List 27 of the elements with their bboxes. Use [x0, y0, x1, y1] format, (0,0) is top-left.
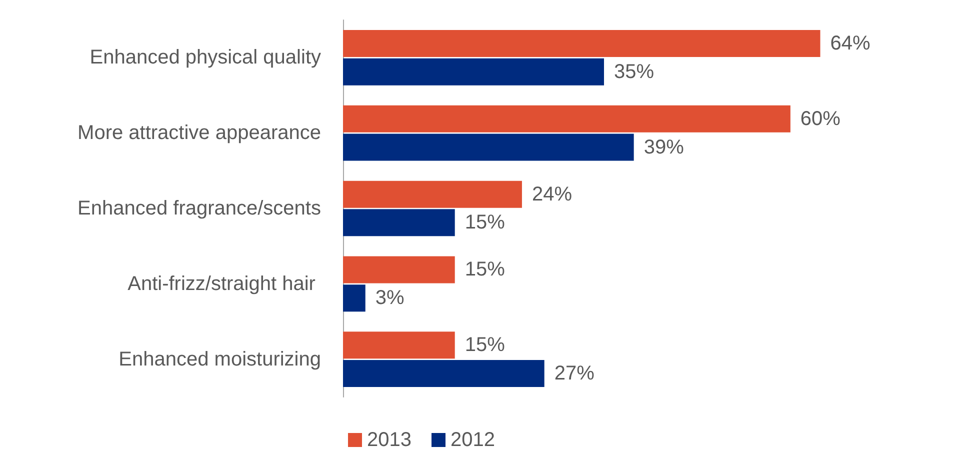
y-tick-label: Enhanced fragrance/scents [78, 198, 321, 220]
data-label: 15% [464, 334, 506, 356]
bar [343, 284, 366, 312]
bar [343, 332, 455, 359]
data-label: 60% [800, 108, 841, 130]
y-tick-label: Enhanced physical quality [90, 46, 321, 69]
data-label: 39% [644, 136, 684, 158]
bar [343, 180, 522, 208]
bar [343, 134, 634, 161]
bar [343, 58, 604, 86]
data-label: 15% [464, 258, 506, 281]
y-tick-label: Enhanced moisturizing [118, 348, 321, 370]
data-label: 35% [614, 60, 654, 83]
data-label: 27% [554, 362, 595, 384]
bar [343, 30, 820, 58]
data-label: 15% [464, 212, 506, 234]
y-tick-label: Anti-frizz/straight hair [128, 272, 321, 295]
legend-label: 2013 [367, 429, 412, 451]
bar [343, 105, 790, 132]
bar [343, 209, 455, 236]
legend-label: 2012 [450, 429, 495, 451]
data-label: 24% [532, 183, 572, 206]
data-label: 64% [830, 32, 871, 55]
y-tick-label: More attractive appearance [78, 122, 321, 144]
bar [343, 360, 544, 387]
bar [343, 256, 455, 284]
data-label: 3% [375, 287, 404, 310]
